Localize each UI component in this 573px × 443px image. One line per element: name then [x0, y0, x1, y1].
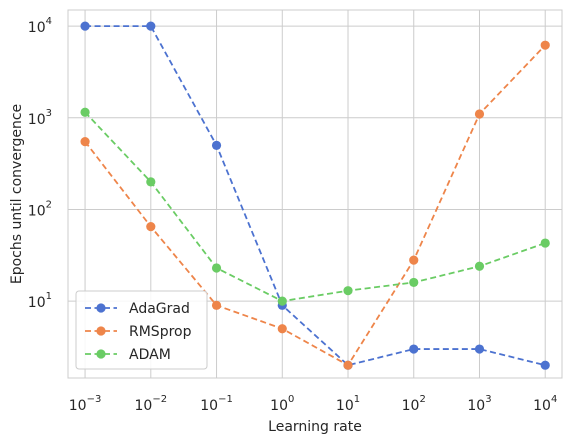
data-point-rmsprop — [474, 109, 485, 119]
series-line-rmsprop — [84, 44, 546, 367]
legend-label-adagrad: AdaGrad — [129, 301, 190, 317]
data-point-adam — [80, 107, 90, 117]
x-tick-label: 103 — [467, 394, 491, 414]
x-tick-labels: 10−3 10−2 10−1 100 101 102 103 104 — [69, 394, 558, 414]
x-tick-label: 101 — [336, 394, 360, 414]
data-point-rmsprop — [343, 360, 353, 370]
series-line-adam — [84, 111, 546, 303]
data-point-adam — [343, 286, 353, 296]
data-point-adam — [540, 238, 550, 248]
data-point-rmsprop — [277, 324, 287, 334]
x-tick-label: 10−3 — [69, 394, 102, 414]
series-layer — [80, 21, 550, 370]
y-tick-label: 104 — [28, 16, 52, 36]
data-point-rmsprop — [540, 40, 550, 50]
legend-label-adam: ADAM — [129, 347, 171, 363]
data-point-adagrad — [409, 344, 419, 354]
data-point-adam — [146, 177, 156, 187]
legend: AdaGrad RMSprop ADAM — [75, 290, 208, 370]
data-point-adam — [277, 296, 287, 306]
data-point-adagrad — [80, 21, 90, 31]
y-axis-label: Epochs until convergence — [9, 104, 25, 284]
legend-box — [75, 290, 208, 370]
plot-frame — [67, 9, 563, 379]
data-point-rmsprop — [409, 255, 419, 265]
data-point-rmsprop — [80, 137, 90, 147]
x-tick-label: 104 — [533, 394, 557, 414]
data-point-adagrad — [540, 360, 550, 370]
legend-marker-adam — [96, 349, 106, 359]
data-point-adam — [474, 261, 485, 271]
x-tick-label: 10−2 — [135, 394, 168, 414]
data-point-adagrad — [474, 344, 485, 354]
data-point-adam — [211, 263, 222, 273]
x-tick-label: 102 — [402, 394, 426, 414]
data-point-adagrad — [146, 21, 156, 31]
x-tick-label: 100 — [270, 394, 294, 414]
legend-marker-rmsprop — [96, 326, 106, 336]
y-tick-labels: 101 102 103 104 — [28, 16, 52, 311]
data-point-rmsprop — [211, 300, 222, 310]
legend-marker-adagrad — [96, 303, 106, 313]
series-line-adagrad — [85, 25, 546, 367]
data-point-rmsprop — [146, 222, 156, 232]
y-tick-label: 101 — [28, 291, 52, 311]
x-tick-label: 10−1 — [200, 394, 233, 414]
y-tick-label: 102 — [28, 199, 52, 219]
legend-label-rmsprop: RMSprop — [129, 324, 192, 340]
data-point-adam — [409, 277, 419, 288]
data-point-adagrad — [211, 140, 222, 150]
y-tick-label: 103 — [28, 108, 52, 128]
x-axis-label: Learning rate — [268, 419, 362, 435]
